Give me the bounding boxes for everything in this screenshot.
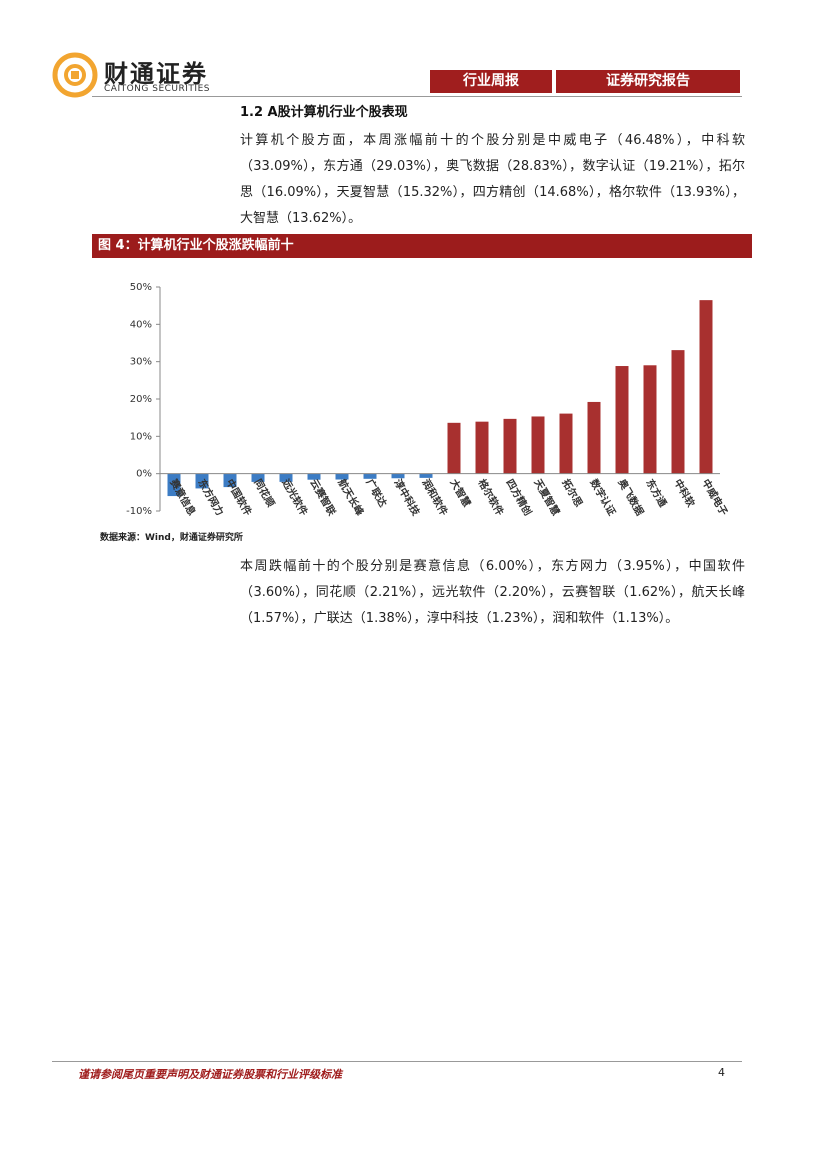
- bar: [195, 473, 209, 489]
- x-tick-label: 赛意信息: [167, 476, 199, 518]
- x-tick-label: 东方通: [643, 477, 669, 509]
- x-tick-label: 润和软件: [419, 477, 450, 518]
- x-tick-label: 数字认证: [587, 477, 618, 518]
- bar: [279, 473, 293, 482]
- bar: [447, 422, 461, 474]
- bar: [223, 473, 237, 488]
- section-heading: 1.2 A股计算机行业个股表现: [240, 105, 408, 120]
- x-tick-label: 东方网力: [195, 477, 226, 518]
- x-tick-label: 奥飞数据: [615, 477, 646, 518]
- y-tick-label: -10%: [126, 506, 152, 517]
- y-tick-label: 50%: [130, 282, 152, 293]
- x-tick-label: 淳中科技: [391, 477, 423, 519]
- y-tick-label: 30%: [130, 357, 152, 368]
- x-tick-label: 航天长峰: [335, 477, 367, 519]
- bar: [307, 473, 321, 480]
- bar: [699, 300, 713, 474]
- x-tick-label: 同花顺: [251, 477, 277, 509]
- footer-rule: [52, 1061, 742, 1062]
- logo: [52, 52, 98, 98]
- bar: [531, 416, 545, 474]
- bar: [643, 365, 657, 474]
- page-number: 4: [718, 1066, 725, 1079]
- header-rule: [92, 96, 742, 97]
- bar: [615, 366, 629, 474]
- x-tick-label: 大智慧: [447, 477, 473, 509]
- x-tick-label: 远光软件: [279, 477, 310, 518]
- source: 数据来源：Wind，财通证券研究所: [100, 533, 243, 543]
- x-tick-label: 四方精创: [503, 477, 534, 518]
- figure-title: 图 4：计算机行业个股涨跌幅前十: [92, 234, 752, 258]
- y-tick-label: 40%: [130, 319, 152, 330]
- x-tick-label: 天夏智慧: [531, 477, 562, 518]
- bar: [559, 413, 573, 474]
- y-tick-label: 10%: [130, 431, 152, 442]
- brand-en: CAITONG SECURITIES: [104, 84, 210, 94]
- bar: [391, 473, 405, 479]
- bar: [251, 473, 265, 482]
- x-tick-label: 中科软: [671, 477, 697, 509]
- bar: [587, 401, 601, 474]
- x-tick-label: 云赛智联: [307, 477, 338, 518]
- bar: [419, 473, 433, 478]
- bar: [503, 418, 517, 474]
- paragraph: 计算机个股方面，本周涨幅前十的个股分别是中威电子（46.48%），中科软（33.…: [240, 133, 745, 226]
- x-tick-label: 中国软件: [223, 477, 254, 518]
- tag: 行业周报: [430, 70, 552, 93]
- y-tick-label: 0%: [136, 469, 152, 480]
- disclaimer: 谨请参阅尾页重要声明及财通证券股票和行业评级标准: [78, 1068, 342, 1081]
- y-tick-label: 20%: [130, 394, 152, 405]
- bar: [335, 473, 349, 480]
- bar: [363, 473, 377, 479]
- bar: [167, 473, 181, 497]
- paragraph: 本周跌幅前十的个股分别是赛意信息（6.00%），东方网力（3.95%），中国软件…: [240, 559, 745, 626]
- bar: [475, 421, 489, 474]
- x-tick-label: 拓尔思: [559, 477, 585, 509]
- brand: 财通证券: [104, 60, 208, 88]
- x-tick-label: 广联达: [363, 477, 389, 509]
- x-tick-label: 格尔软件: [475, 477, 506, 518]
- tag: 证券研究报告: [556, 70, 740, 93]
- x-tick-label: 中威电子: [699, 477, 730, 518]
- bar: [671, 350, 685, 474]
